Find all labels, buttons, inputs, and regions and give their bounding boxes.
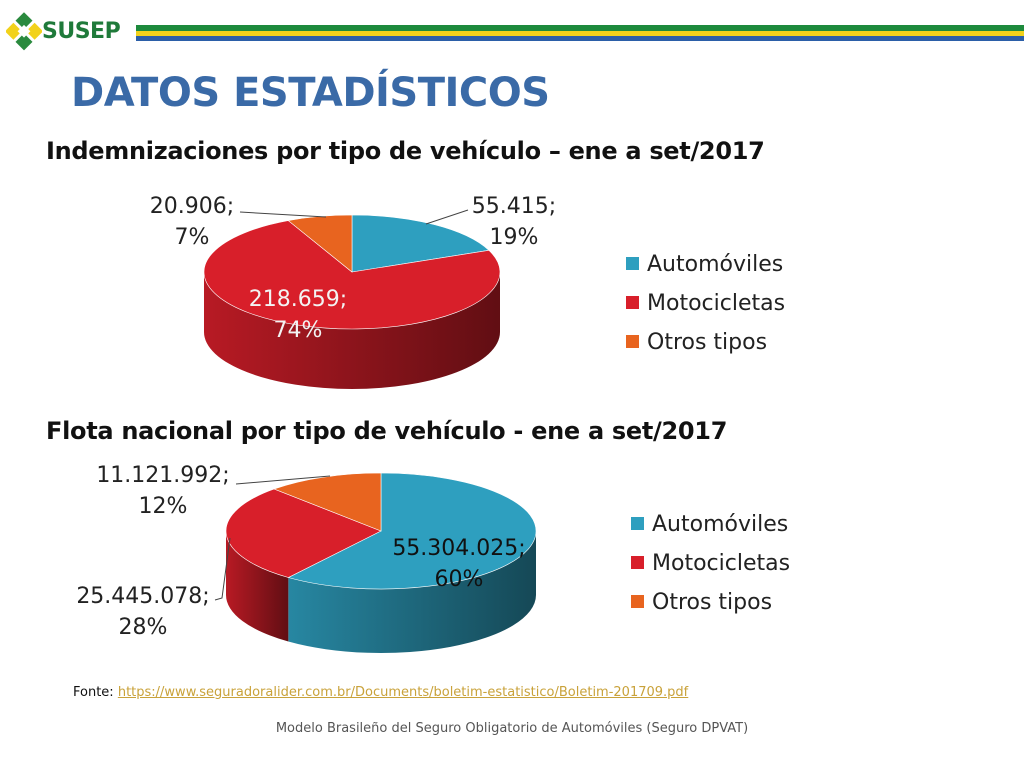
- pie2-slice-motocicletas: [225, 488, 382, 578]
- legend-label: Automóviles: [652, 512, 789, 537]
- legend-item-otros: Otros tipos: [631, 589, 772, 617]
- legend-chart-2: Automóviles Motocicletas Otros tipos: [631, 511, 831, 631]
- swatch-automoviles: [626, 257, 639, 270]
- pie2-side-automoviles: [288, 531, 536, 653]
- legend-label: Otros tipos: [652, 590, 773, 615]
- logo-text: SUSEP: [42, 19, 121, 44]
- legend-item-otros: Otros tipos: [626, 329, 767, 357]
- pie1-label-automoviles: 55.415; 19%: [471, 194, 557, 250]
- legend-item-motocicletas: Motocicletas: [626, 290, 785, 318]
- legend-label: Automóviles: [647, 252, 784, 277]
- pie2-label-motocicletas: 25.445.078; 28%: [76, 584, 210, 640]
- pie2-leader-motocicletas: [214, 537, 231, 601]
- swatch-otros: [631, 595, 644, 608]
- legend-item-motocicletas: Motocicletas: [631, 550, 790, 578]
- pie2-slice-otros: [273, 472, 382, 532]
- slide-footer: Modelo Brasileño del Seguro Obligatorio …: [275, 721, 749, 736]
- chart-1-title: Indemnizaciones por tipo de vehículo – e…: [46, 137, 765, 165]
- swatch-otros: [626, 335, 639, 348]
- pie1-leader-automoviles: [425, 209, 469, 225]
- swatch-motocicletas: [631, 556, 644, 569]
- legend-item-automoviles: Automóviles: [626, 251, 783, 279]
- legend-label: Motocicletas: [652, 551, 791, 576]
- pie1-slice-motocicletas: [203, 220, 501, 330]
- swatch-automoviles: [631, 517, 644, 530]
- swatch-motocicletas: [626, 296, 639, 309]
- legend-label: Motocicletas: [647, 291, 786, 316]
- legend-item-automoviles: Automóviles: [631, 511, 788, 539]
- susep-diamond-icon: [4, 12, 44, 51]
- susep-logo: SUSEP: [4, 10, 130, 54]
- pie2-leader-otros: [235, 475, 331, 485]
- header-stripe-green: [136, 25, 1024, 31]
- pie2-label-automoviles: 55.304.025; 60%: [392, 536, 526, 592]
- pie2-label-otros: 11.121.992; 12%: [96, 463, 230, 519]
- pie1-slice-automoviles: [351, 214, 490, 273]
- source-prefix: Fonte:: [73, 685, 118, 700]
- pie1-label-motocicletas: 218.659; 74%: [248, 287, 348, 343]
- header-stripe-yellow: [136, 31, 1024, 36]
- legend-label: Otros tipos: [647, 330, 768, 355]
- pie2-slice-automoviles: [287, 472, 537, 590]
- source-link[interactable]: https://www.seguradoralider.com.br/Docum…: [117, 685, 689, 700]
- pie1-leader-otros: [239, 211, 327, 218]
- source-note: Fonte: https://www.seguradoralider.com.b…: [73, 685, 688, 700]
- pie1-label-otros: 20.906; 7%: [149, 194, 235, 250]
- chart-2-title: Flota nacional por tipo de vehículo - en…: [46, 417, 728, 445]
- pie2-side-motocicletas: [226, 531, 289, 642]
- legend-chart-1: Automóviles Motocicletas Otros tipos: [626, 251, 826, 371]
- slide-title: DATOS ESTADÍSTICOS: [71, 70, 550, 116]
- header-stripe-blue: [136, 36, 1024, 41]
- pie1-side-motocicletas: [204, 272, 500, 389]
